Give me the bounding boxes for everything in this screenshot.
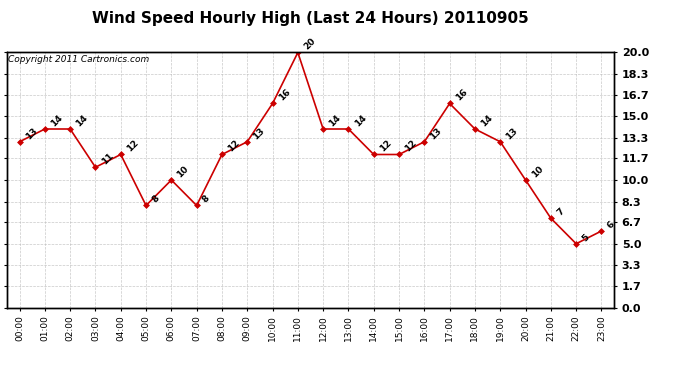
Text: 12: 12	[226, 138, 242, 154]
Text: 7: 7	[555, 207, 566, 218]
Text: 13: 13	[504, 126, 520, 141]
Text: 14: 14	[49, 113, 64, 128]
Text: 10: 10	[175, 164, 190, 179]
Text: 16: 16	[277, 87, 292, 103]
Text: 14: 14	[75, 113, 90, 128]
Text: 12: 12	[403, 138, 418, 154]
Text: 16: 16	[454, 87, 469, 103]
Text: 8: 8	[150, 194, 161, 205]
Text: 14: 14	[479, 113, 495, 128]
Text: 13: 13	[428, 126, 444, 141]
Text: Copyright 2011 Cartronics.com: Copyright 2011 Cartronics.com	[8, 55, 149, 64]
Text: Wind Speed Hourly High (Last 24 Hours) 20110905: Wind Speed Hourly High (Last 24 Hours) 2…	[92, 11, 529, 26]
Text: 12: 12	[125, 138, 140, 154]
Text: 10: 10	[530, 164, 545, 179]
Text: 11: 11	[99, 151, 115, 166]
Text: 12: 12	[378, 138, 393, 154]
Text: 13: 13	[23, 126, 39, 141]
Text: 14: 14	[353, 113, 368, 128]
Text: 13: 13	[251, 126, 266, 141]
Text: 6: 6	[606, 219, 616, 230]
Text: 8: 8	[201, 194, 212, 205]
Text: 20: 20	[302, 37, 317, 52]
Text: 5: 5	[580, 232, 591, 243]
Text: 14: 14	[327, 113, 343, 128]
